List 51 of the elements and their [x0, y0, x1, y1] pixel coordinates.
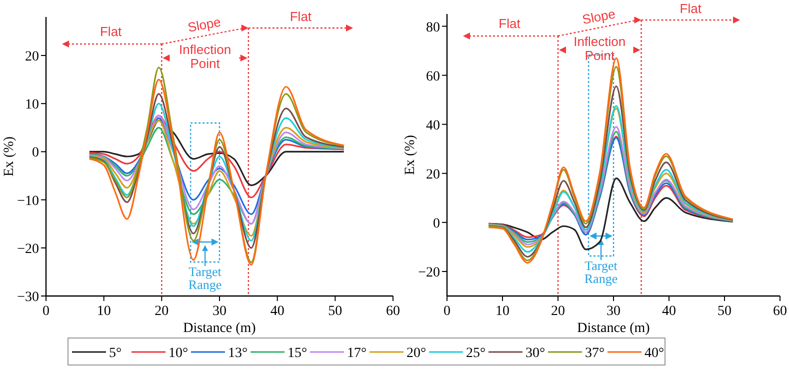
legend-label: 13°: [228, 346, 248, 361]
x-tick-label: 10: [96, 304, 111, 319]
legend-label: 5°: [109, 346, 122, 361]
y-tick-label: 0: [32, 146, 39, 161]
x-axis-title: Distance (m): [183, 321, 256, 336]
x-axis-title: Distance (m): [577, 321, 650, 336]
y-tick-label: −20: [17, 242, 39, 257]
x-tick-label: 40: [270, 304, 284, 319]
y-tick-label: −10: [17, 194, 39, 209]
x-tick-label: 40: [662, 304, 676, 319]
y-tick-label: −30: [17, 290, 39, 305]
x-tick-label: 20: [154, 304, 169, 319]
y-tick-label: 60: [426, 69, 440, 84]
y-tick-label: 20: [426, 167, 440, 182]
annotation: Inflection Point: [574, 34, 626, 63]
line-series: [88, 120, 345, 186]
legend-label: 25°: [466, 346, 486, 361]
annotation: Target Range: [188, 264, 222, 292]
x-tick-label: 10: [496, 304, 510, 319]
y-tick-label: −20: [418, 265, 440, 280]
x-tick-label: 0: [42, 304, 50, 319]
legend-label: 37°: [585, 346, 605, 361]
annotation: Slope: [581, 6, 617, 28]
legend-label: 40°: [644, 346, 664, 361]
y-tick-label: 0: [433, 216, 440, 232]
y-tick-label: 40: [426, 118, 440, 134]
x-tick-label: 50: [328, 304, 342, 319]
x-tick-label: 60: [386, 304, 400, 319]
annotation: Inflection Point: [179, 42, 232, 71]
legend-label: 15°: [288, 346, 308, 361]
x-tick-label: 50: [718, 304, 732, 319]
legend-label: 20°: [406, 346, 426, 361]
x-tick-label: 30: [212, 304, 226, 319]
legend-label: 10°: [168, 346, 188, 361]
x-tick-label: 60: [773, 304, 787, 319]
annotation: Target Range: [584, 258, 618, 286]
x-tick-label: 20: [551, 304, 565, 319]
annotation: Flat: [498, 16, 521, 31]
y-axis-title: Ex (%): [403, 134, 418, 176]
annotation: Flat: [100, 24, 122, 39]
annotation: Flat: [290, 9, 312, 24]
y-tick-label: 10: [25, 98, 39, 113]
y-axis-title: Ex (%): [2, 136, 17, 177]
annotation: Flat: [680, 1, 702, 16]
y-tick-label: 80: [426, 20, 440, 36]
legend-label: 30°: [526, 346, 546, 361]
annotation: Slope: [186, 14, 222, 35]
legend-label: 17°: [347, 346, 367, 361]
x-tick-label: 30: [606, 304, 620, 319]
y-tick-label: 20: [25, 49, 39, 64]
x-tick-label: 0: [444, 304, 450, 319]
